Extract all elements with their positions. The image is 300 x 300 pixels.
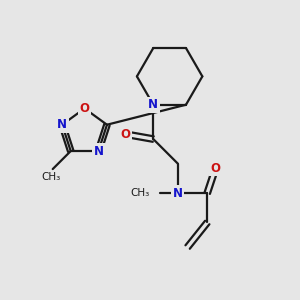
Text: O: O <box>210 162 220 175</box>
Text: N: N <box>57 118 67 131</box>
Text: N: N <box>93 145 103 158</box>
Text: N: N <box>173 187 183 200</box>
Text: N: N <box>148 98 158 111</box>
Text: O: O <box>80 102 90 115</box>
Text: CH₃: CH₃ <box>41 172 61 182</box>
Text: O: O <box>121 128 130 141</box>
Text: CH₃: CH₃ <box>131 188 150 198</box>
